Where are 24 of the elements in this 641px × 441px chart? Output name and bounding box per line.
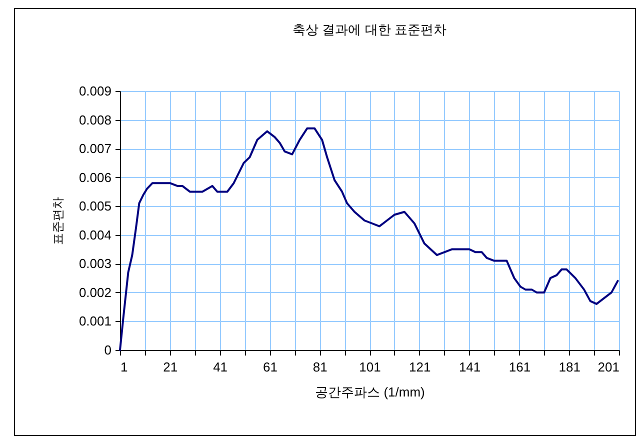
x-tick-label: 201 (598, 360, 620, 374)
x-tick-label: 41 (213, 360, 228, 374)
y-tick-label: 0.004 (78, 227, 112, 242)
x-tick-label: 21 (163, 360, 178, 374)
x-tick-label: 141 (458, 360, 481, 374)
y-axis-title: 표준편차 (50, 197, 65, 245)
x-axis-title: 공간주파스 (1/mm) (315, 384, 425, 400)
x-tick-label: 61 (262, 360, 278, 374)
x-tick-label: 101 (359, 360, 381, 374)
x-tick-label: 1 (120, 360, 128, 374)
y-tick-label: 0.001 (78, 314, 112, 329)
y-tick-label: 0.003 (78, 256, 112, 272)
x-tick-label: 161 (508, 360, 531, 374)
y-tick-label: 0.009 (78, 84, 112, 98)
y-tick-label: 0.007 (78, 141, 112, 156)
x-tick-label: 181 (558, 360, 580, 374)
y-tick-label: 0.008 (78, 112, 112, 128)
y-tick-label: 0.006 (78, 170, 112, 185)
y-tick-label: 0.005 (78, 198, 112, 214)
x-tick-label: 121 (409, 360, 431, 374)
y-tick-label: 0 (104, 342, 112, 358)
x-tick-label: 81 (312, 360, 328, 374)
y-tick-label: 0.002 (78, 284, 112, 300)
chart-title: 축상 결과에 대한 표준편차 (292, 22, 446, 37)
